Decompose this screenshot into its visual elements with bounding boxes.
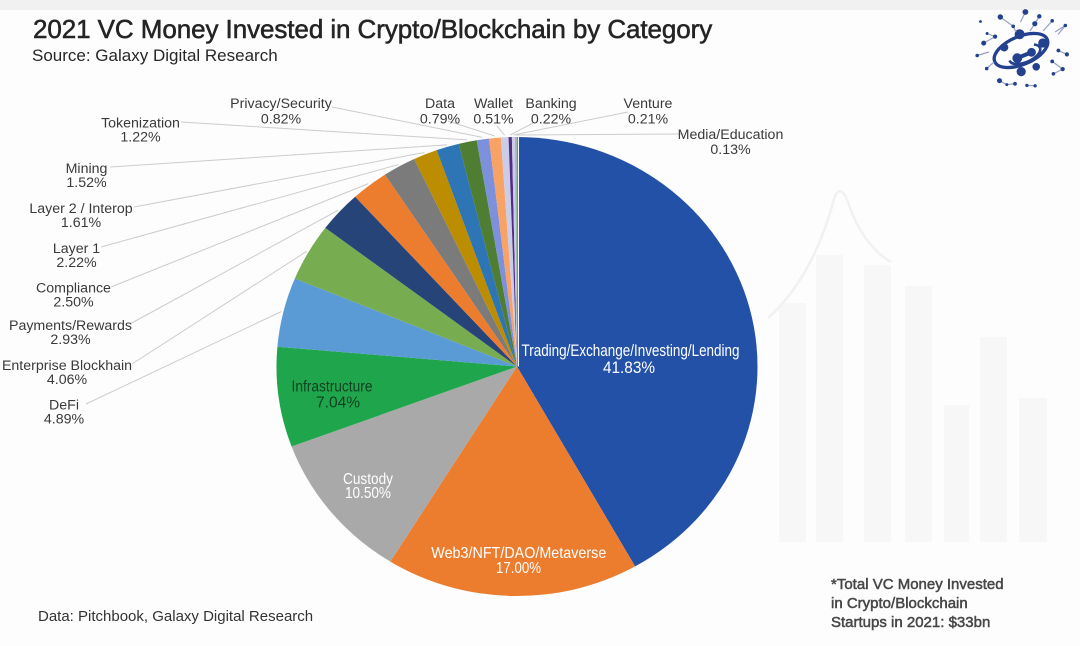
svg-text:Compliance: Compliance	[36, 281, 111, 297]
svg-text:0.82%: 0.82%	[261, 112, 302, 128]
svg-text:7.04%: 7.04%	[316, 395, 360, 412]
svg-text:Custody: Custody	[343, 471, 393, 488]
svg-text:DeFi: DeFi	[49, 398, 79, 414]
svg-text:0.22%: 0.22%	[531, 112, 572, 128]
svg-text:Privacy/Security: Privacy/Security	[230, 96, 333, 112]
svg-text:0.13%: 0.13%	[710, 142, 751, 158]
svg-text:Tokenization: Tokenization	[101, 116, 180, 132]
svg-text:2.50%: 2.50%	[53, 295, 94, 311]
svg-text:4.06%: 4.06%	[47, 372, 88, 388]
svg-text:Mining: Mining	[66, 161, 108, 177]
svg-text:0.51%: 0.51%	[473, 112, 514, 128]
svg-text:Media/Education: Media/Education	[678, 127, 784, 143]
svg-text:1.22%: 1.22%	[120, 130, 161, 146]
svg-text:0.21%: 0.21%	[628, 112, 669, 128]
svg-text:2.22%: 2.22%	[56, 255, 97, 271]
svg-text:Wallet: Wallet	[474, 96, 513, 112]
svg-text:41.83%: 41.83%	[603, 359, 655, 377]
svg-text:17.00%: 17.00%	[496, 560, 541, 577]
svg-text:0.79%: 0.79%	[420, 112, 461, 128]
svg-text:Banking: Banking	[525, 96, 576, 112]
svg-text:Layer 2 / Interop: Layer 2 / Interop	[29, 201, 132, 217]
svg-text:Layer 1: Layer 1	[53, 241, 100, 257]
svg-text:Payments/Rewards: Payments/Rewards	[9, 318, 132, 334]
svg-text:Infrastructure: Infrastructure	[292, 379, 373, 396]
svg-text:Data: Data	[425, 96, 455, 112]
svg-text:Trading/Exchange/Investing/Len: Trading/Exchange/Investing/Lending	[522, 342, 740, 360]
svg-text:1.61%: 1.61%	[61, 215, 102, 231]
svg-text:10.50%: 10.50%	[345, 485, 391, 502]
svg-text:Web3/NFT/DAO/Metaverse: Web3/NFT/DAO/Metaverse	[431, 545, 606, 562]
svg-text:1.52%: 1.52%	[66, 175, 107, 191]
svg-text:Enterprise Blockhain: Enterprise Blockhain	[2, 358, 132, 374]
svg-text:2.93%: 2.93%	[50, 332, 91, 348]
svg-text:4.89%: 4.89%	[44, 412, 85, 428]
svg-text:Venture: Venture	[624, 96, 673, 112]
